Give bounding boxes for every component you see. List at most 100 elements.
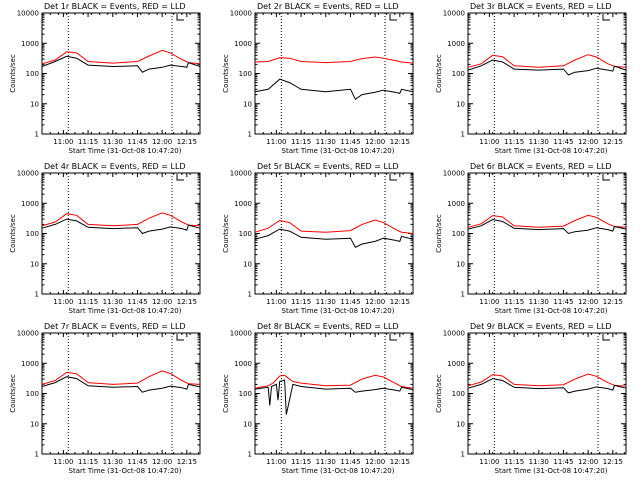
x-tick-label: 11:45 — [127, 458, 147, 466]
chart-title: Det 6r BLACK = Events, RED = LLD — [470, 162, 612, 171]
y-axis-label: Counts/sec — [435, 214, 443, 253]
events-rate-line — [467, 218, 627, 235]
x-tick-label: 12:15 — [177, 138, 197, 146]
x-axis-label: Start Time (31-Oct-08 10:47:20) — [495, 147, 608, 155]
x-tick-label: 12:15 — [177, 458, 197, 466]
panel-5: Det 5r BLACK = Events, RED = LLD 1 10 100 10… — [222, 162, 414, 315]
x-tick-label: 11:00 — [266, 458, 286, 466]
chart-title: Det 3r BLACK = Events, RED = LLD — [470, 2, 612, 11]
y-tick-label: 1000 — [234, 360, 252, 368]
y-tick-label: 100 — [239, 390, 252, 398]
x-tick-label: 11:15 — [291, 298, 311, 306]
x-tick-label: 11:15 — [291, 458, 311, 466]
events-rate-line — [254, 228, 414, 248]
events-rate-line — [41, 218, 201, 235]
y-tick-label: 1 — [461, 451, 465, 459]
x-tick-label: 12:00 — [578, 298, 598, 306]
y-tick-label: 1000 — [21, 40, 39, 48]
panel-3: Det 3r BLACK = Events, RED = LLD 1 10 100 10… — [435, 2, 627, 155]
x-tick-label: 11:30 — [103, 458, 123, 466]
y-tick-label: 1 — [35, 451, 39, 459]
x-tick-label: 11:15 — [504, 458, 524, 466]
y-tick-label: 1000 — [21, 200, 39, 208]
x-tick-label: 11:45 — [553, 138, 573, 146]
y-tick-label: 10000 — [443, 10, 465, 18]
y-tick-label: 100 — [452, 230, 465, 238]
panel-6: Det 6r BLACK = Events, RED = LLD 1 10 100 10… — [435, 162, 627, 315]
plot-frame — [41, 332, 201, 455]
y-tick-label: 10 — [30, 100, 39, 108]
y-axis-label: Counts/sec — [222, 54, 230, 93]
y-tick-label: 1 — [461, 131, 465, 139]
panel-4: Det 4r BLACK = Events, RED = LLD 1 10 100 10… — [9, 162, 201, 315]
y-tick-label: 1000 — [234, 200, 252, 208]
y-tick-label: 10000 — [443, 330, 465, 338]
events-rate-line — [467, 59, 627, 76]
y-tick-label: 100 — [452, 70, 465, 78]
y-tick-label: 100 — [239, 230, 252, 238]
x-tick-label: 12:00 — [365, 138, 385, 146]
y-tick-label: 10000 — [17, 330, 39, 338]
x-tick-label: 11:30 — [103, 138, 123, 146]
x-tick-label: 12:00 — [365, 298, 385, 306]
x-tick-label: 11:15 — [78, 458, 98, 466]
y-tick-label: 10 — [243, 420, 252, 428]
y-tick-label: 10 — [243, 100, 252, 108]
flag-marker — [602, 174, 611, 181]
events-rate-line — [41, 376, 201, 393]
y-tick-label: 1 — [461, 291, 465, 299]
y-tick-label: 1 — [248, 451, 252, 459]
lld-rate-line — [467, 54, 627, 68]
y-tick-label: 10 — [30, 260, 39, 268]
plot-frame — [467, 332, 627, 455]
x-tick-label: 11:30 — [529, 458, 549, 466]
x-axis-label: Start Time (31-Oct-08 10:47:20) — [282, 307, 395, 315]
events-rate-line — [254, 78, 414, 101]
y-tick-label: 1 — [248, 131, 252, 139]
x-tick-label: 12:15 — [390, 458, 410, 466]
y-tick-label: 10000 — [230, 170, 252, 178]
lld-rate-line — [41, 212, 201, 227]
x-tick-label: 11:00 — [479, 298, 499, 306]
events-rate-line — [467, 378, 627, 394]
x-tick-label: 11:15 — [291, 138, 311, 146]
x-tick-label: 11:15 — [78, 298, 98, 306]
x-tick-label: 11:00 — [266, 138, 286, 146]
x-axis-label: Start Time (31-Oct-08 10:47:20) — [69, 147, 182, 155]
x-tick-label: 11:45 — [553, 458, 573, 466]
flag-marker — [176, 174, 185, 181]
x-tick-label: 11:15 — [504, 138, 524, 146]
x-axis-label: Start Time (31-Oct-08 10:47:20) — [495, 467, 608, 475]
flag-marker — [176, 14, 185, 21]
flag-marker — [602, 334, 611, 341]
x-tick-label: 11:00 — [266, 298, 286, 306]
x-tick-label: 12:15 — [390, 138, 410, 146]
lld-rate-line — [254, 219, 414, 234]
x-tick-label: 11:30 — [529, 298, 549, 306]
y-tick-label: 10 — [456, 260, 465, 268]
x-tick-label: 11:30 — [316, 298, 336, 306]
y-tick-label: 100 — [26, 230, 39, 238]
y-tick-label: 1000 — [21, 360, 39, 368]
y-tick-label: 10 — [456, 100, 465, 108]
y-tick-label: 1000 — [447, 40, 465, 48]
x-tick-label: 11:45 — [340, 138, 360, 146]
x-tick-label: 11:45 — [127, 298, 147, 306]
x-axis-label: Start Time (31-Oct-08 10:47:20) — [69, 467, 182, 475]
y-tick-label: 1 — [35, 131, 39, 139]
chart-title: Det 4r BLACK = Events, RED = LLD — [44, 162, 186, 171]
flag-marker — [389, 14, 398, 21]
flag-marker — [176, 334, 185, 341]
y-tick-label: 10000 — [230, 330, 252, 338]
y-tick-label: 1 — [248, 291, 252, 299]
y-tick-label: 100 — [452, 390, 465, 398]
flag-marker — [389, 174, 398, 181]
x-tick-label: 11:30 — [316, 458, 336, 466]
lld-rate-line — [41, 49, 201, 65]
x-tick-label: 12:00 — [578, 458, 598, 466]
x-tick-label: 11:45 — [553, 298, 573, 306]
plot-frame — [467, 172, 627, 295]
x-tick-label: 12:15 — [177, 298, 197, 306]
x-tick-label: 11:00 — [53, 298, 73, 306]
